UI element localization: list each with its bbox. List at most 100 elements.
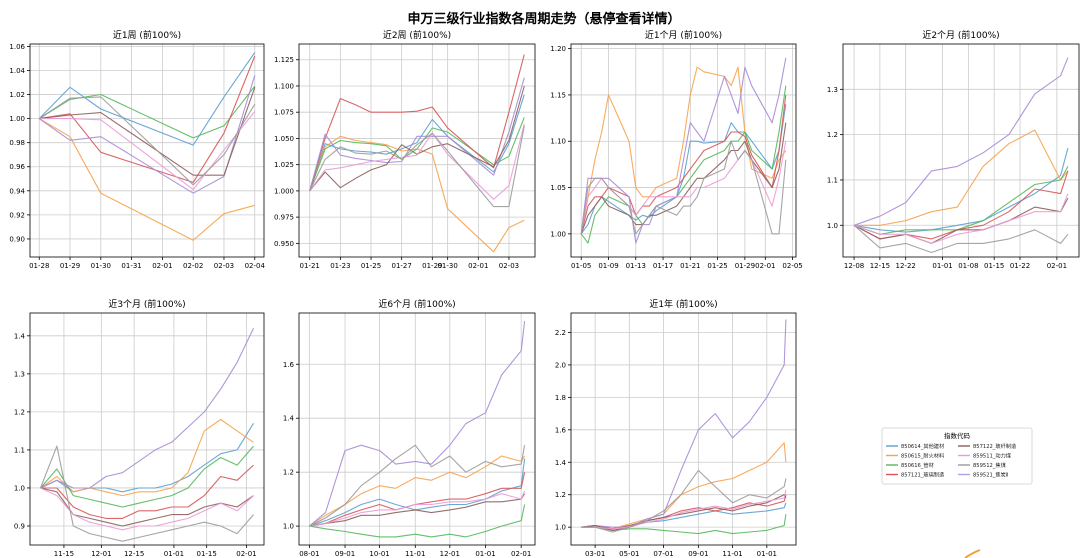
series-line[interactable]: [853, 57, 1069, 226]
series-line[interactable]: [309, 458, 526, 527]
y-tick-label: 0.96: [9, 163, 25, 171]
series-line[interactable]: [581, 494, 787, 531]
panel-title: 近1个月 (前100%): [645, 29, 722, 41]
panel-title: 近2周 (前100%): [383, 29, 451, 41]
series-line[interactable]: [581, 502, 787, 530]
series-line[interactable]: [309, 493, 526, 527]
series-line[interactable]: [581, 469, 787, 533]
series-line[interactable]: [580, 104, 787, 235]
x-tick-label: 02-02: [183, 262, 203, 270]
series-line[interactable]: [309, 125, 525, 208]
series-line[interactable]: [854, 148, 1069, 233]
series-line[interactable]: [309, 490, 526, 527]
series-line[interactable]: [40, 487, 254, 531]
series-line[interactable]: [309, 85, 525, 192]
series-line[interactable]: [853, 224, 1069, 254]
y-tick-label: 1.3: [827, 86, 838, 94]
axes-frame: [570, 312, 797, 546]
series-line[interactable]: [309, 321, 526, 527]
panel-title: 近3个月 (前100%): [108, 298, 185, 310]
axes-frame: [29, 43, 265, 258]
y-tick-label: 1.06: [9, 43, 25, 51]
series-line[interactable]: [40, 445, 254, 508]
x-tick-label: 12-22: [896, 262, 916, 270]
series-line[interactable]: [309, 444, 526, 527]
legend-item[interactable]: 857122_玻纤制造: [958, 442, 1017, 450]
y-tick-label: 0.94: [9, 187, 25, 195]
series-line[interactable]: [581, 489, 787, 530]
y-tick-label: 0.98: [9, 139, 25, 147]
corner-mark: [964, 549, 981, 558]
series-line[interactable]: [580, 94, 787, 234]
series-line[interactable]: [38, 96, 256, 186]
x-tick-label: 01-31: [121, 262, 141, 270]
y-tick-label: 1.000: [274, 187, 294, 195]
x-tick-label: 01-29: [422, 262, 442, 270]
chart-panel-5: 近3个月 (前100%) 0.9 1.0 1.1 1.2 1.3 1.4 11-15 12-01…: [14, 298, 265, 558]
series-line[interactable]: [580, 57, 787, 244]
series-line[interactable]: [581, 319, 787, 528]
series-line[interactable]: [40, 487, 254, 527]
series-line[interactable]: [853, 170, 1069, 240]
x-tick-label: 01-25: [361, 262, 381, 270]
x-tick-label: 10-01: [369, 550, 389, 558]
series-group: [38, 52, 256, 241]
legend-item[interactable]: 857121_玻璃制造: [886, 471, 945, 479]
series-line[interactable]: [309, 54, 525, 192]
series-line[interactable]: [309, 135, 525, 253]
legend-item[interactable]: 859512_焦煤: [958, 461, 1006, 469]
legend-title: 指数代码: [944, 431, 971, 440]
x-tick-label: 02-01: [236, 550, 256, 558]
series-line[interactable]: [39, 111, 256, 191]
series-line[interactable]: [853, 193, 1069, 244]
series-group: [309, 54, 525, 253]
y-tick-label: 1.2: [555, 491, 566, 499]
legend-label: 850616_管材: [901, 461, 934, 469]
series-line[interactable]: [309, 504, 526, 538]
series-line[interactable]: [854, 129, 1069, 226]
series-line[interactable]: [580, 85, 787, 244]
x-tick-label: 01-01: [757, 550, 777, 558]
series-group: [853, 57, 1069, 254]
legend-label: 857122_玻纤制造: [973, 442, 1017, 450]
legend-item[interactable]: 850616_管材: [886, 461, 934, 469]
x-tick-label: 09-01: [335, 550, 355, 558]
legend-item[interactable]: 850614_其他建材: [886, 442, 944, 450]
series-group: [39, 327, 254, 542]
series-line[interactable]: [40, 418, 254, 497]
x-tick-label: 02-03: [214, 262, 234, 270]
series-line[interactable]: [40, 464, 254, 519]
series-line[interactable]: [580, 140, 787, 235]
y-tick-label: 1.025: [274, 161, 294, 169]
panel-title: 近1周 (前100%): [113, 29, 181, 41]
x-tick-label: 01-30: [91, 262, 111, 270]
x-tick-label: 01-08: [958, 262, 978, 270]
series-line[interactable]: [39, 87, 256, 176]
series-line[interactable]: [309, 455, 526, 527]
series-line[interactable]: [38, 118, 255, 241]
legend-item[interactable]: 859511_动力煤: [958, 452, 1011, 460]
series-line[interactable]: [40, 327, 254, 489]
series-line[interactable]: [309, 94, 525, 192]
x-tick-label: 01-29: [735, 262, 755, 270]
legend-item[interactable]: 850615_耐火材料: [886, 452, 944, 460]
series-line[interactable]: [38, 85, 256, 139]
x-tick-label: 02-01: [152, 262, 172, 270]
legend-label: 859521_焦炭Ⅱ: [973, 471, 1009, 479]
series-line[interactable]: [309, 77, 525, 192]
series-line[interactable]: [581, 442, 787, 530]
series-line[interactable]: [39, 55, 256, 183]
legend-item[interactable]: 859521_焦炭Ⅱ: [958, 471, 1009, 479]
x-tick-label: 12-15: [124, 550, 144, 558]
axes-frame: [298, 43, 536, 258]
series-line[interactable]: [39, 445, 254, 542]
panel-title: 近6个月 (前100%): [378, 298, 455, 310]
x-tick-label: 12-15: [870, 262, 890, 270]
y-tick-label: 1.3: [14, 370, 25, 378]
series-line[interactable]: [853, 197, 1069, 244]
series-line[interactable]: [38, 52, 256, 146]
series-line[interactable]: [309, 123, 525, 200]
series-line[interactable]: [309, 472, 526, 527]
series-line[interactable]: [853, 166, 1069, 235]
